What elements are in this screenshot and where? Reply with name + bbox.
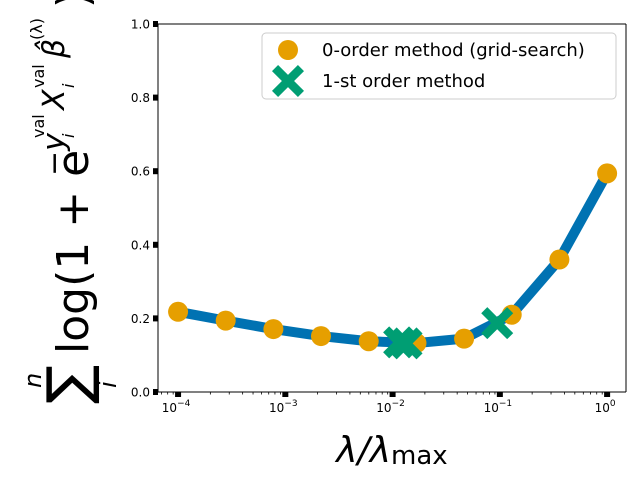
y-tick-mark [153, 241, 158, 248]
marker-point [215, 310, 236, 331]
y-tick-label: 1.0 [131, 18, 150, 32]
y-axis-label-part: β̂ [34, 39, 72, 59]
y-axis-label-part: val [29, 64, 48, 88]
y-tick-label: 0.6 [131, 165, 150, 179]
marker-point [454, 328, 475, 349]
legend-marker [272, 65, 304, 97]
x-axis-label: λ/λmax [334, 430, 447, 471]
marker-x [383, 326, 416, 359]
x-tick-label: 10−1 [484, 399, 513, 415]
marker-x [390, 327, 423, 360]
marker-point [549, 249, 570, 270]
y-tick-label: 0.8 [131, 91, 150, 105]
y-axis-label-part: −y [37, 132, 72, 176]
marker-x [481, 307, 514, 340]
series-line [177, 170, 612, 349]
marker-point [310, 326, 331, 347]
y-tick-label: 0.4 [131, 238, 150, 252]
marker-point [168, 301, 189, 322]
legend-label: 1-st order method [322, 71, 485, 92]
x-tick-mark [282, 392, 289, 397]
x-tick-label: 100 [595, 399, 616, 415]
y-axis-label-part: val [29, 114, 48, 138]
y-tick-mark [153, 315, 158, 322]
y-tick-label: 0.2 [131, 312, 150, 326]
y-tick-mark [153, 21, 158, 27]
legend-label: 0-order method (grid-search) [322, 40, 585, 61]
x-tick-mark [389, 392, 396, 397]
y-tick-mark [153, 94, 158, 101]
y-axis-label-part: n [19, 373, 47, 388]
y-axis-label-part: i [59, 83, 78, 88]
x-tick-label: 10−2 [376, 399, 405, 415]
x-tick-mark [604, 392, 611, 397]
x-tick-label: 10−3 [269, 399, 298, 415]
marker-point [263, 319, 284, 340]
y-tick-mark [153, 389, 158, 395]
y-axis-label-part: log(1 + e [48, 150, 99, 354]
x-tick-mark [496, 392, 503, 397]
marker-point [597, 163, 618, 184]
y-axis-label-part: i [59, 133, 78, 138]
y-axis-label-part: ) [48, 0, 99, 8]
y-tick-mark [153, 168, 158, 175]
y-axis-label-part: ∑ [34, 365, 102, 404]
legend-box [261, 32, 617, 100]
y-tick-label: 0.0 [131, 386, 150, 400]
y-axis-label-part: (λ) [27, 18, 46, 40]
legend-marker [278, 40, 298, 60]
x-tick-mark [175, 392, 182, 397]
marker-point [358, 331, 379, 352]
y-axis-label-part: i [94, 381, 122, 388]
y-axis-label-part: X [37, 88, 72, 112]
x-tick-label: 10−4 [162, 399, 191, 415]
